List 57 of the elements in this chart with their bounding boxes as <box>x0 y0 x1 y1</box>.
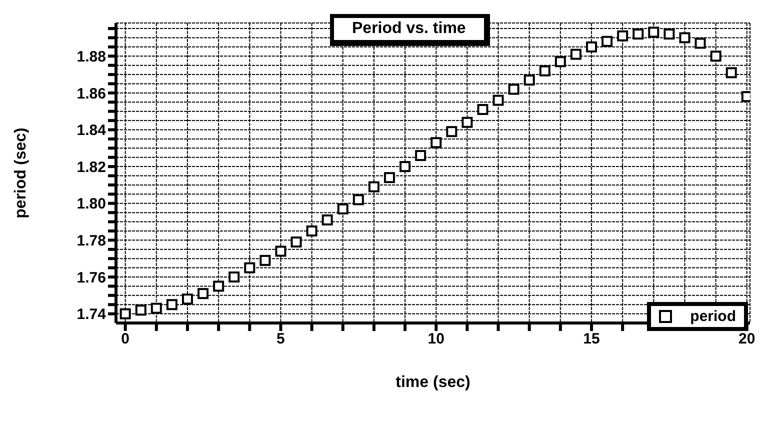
point <box>430 137 442 148</box>
point <box>384 172 395 184</box>
point <box>244 262 256 274</box>
point <box>617 30 628 42</box>
point <box>586 41 597 52</box>
point <box>694 38 706 49</box>
point <box>679 32 690 44</box>
y-axis-title: period (sec) <box>12 128 30 218</box>
point <box>120 308 131 320</box>
x-tick-label: 10 <box>428 330 444 348</box>
y-tick-label: 1.82 <box>76 158 106 176</box>
point <box>337 203 348 214</box>
point <box>352 194 364 206</box>
point <box>228 271 240 282</box>
point <box>213 280 224 292</box>
point <box>508 84 520 95</box>
point <box>446 126 458 138</box>
y-tick-label: 1.86 <box>76 85 106 102</box>
point <box>710 50 722 62</box>
y-tick-label: 1.76 <box>76 269 106 286</box>
point <box>260 254 271 266</box>
point <box>664 28 675 40</box>
point <box>400 161 411 172</box>
point <box>632 28 644 40</box>
point <box>570 48 582 60</box>
point <box>462 116 473 128</box>
y-tick-label: 1.84 <box>76 122 107 140</box>
y-tick-label: 1.78 <box>76 232 106 250</box>
point <box>415 150 426 162</box>
x-tick-label: 15 <box>583 330 600 348</box>
point <box>602 36 613 47</box>
point <box>150 302 162 314</box>
point <box>166 299 178 310</box>
point <box>726 67 737 78</box>
point <box>198 288 209 300</box>
y-tick-label: 1.80 <box>76 196 106 213</box>
point <box>492 94 504 106</box>
point <box>275 246 286 257</box>
point <box>477 104 488 116</box>
point <box>306 225 318 236</box>
x-tick-label: 0 <box>121 330 130 348</box>
point <box>554 56 566 68</box>
point <box>368 181 380 192</box>
x-tick-label: 5 <box>276 330 285 348</box>
y-tick-label: 1.88 <box>76 48 106 66</box>
legend-label: period <box>690 308 736 325</box>
point <box>290 236 302 248</box>
y-tick-label: 1.74 <box>76 306 107 324</box>
point <box>524 74 535 86</box>
x-tick-label: 20 <box>738 330 756 348</box>
x-axis-title: time (sec) <box>396 374 470 391</box>
point <box>648 26 660 38</box>
chart-title: Period vs. time <box>330 14 490 46</box>
point <box>539 65 550 76</box>
point <box>322 214 333 226</box>
point <box>135 304 146 316</box>
point <box>182 294 193 305</box>
